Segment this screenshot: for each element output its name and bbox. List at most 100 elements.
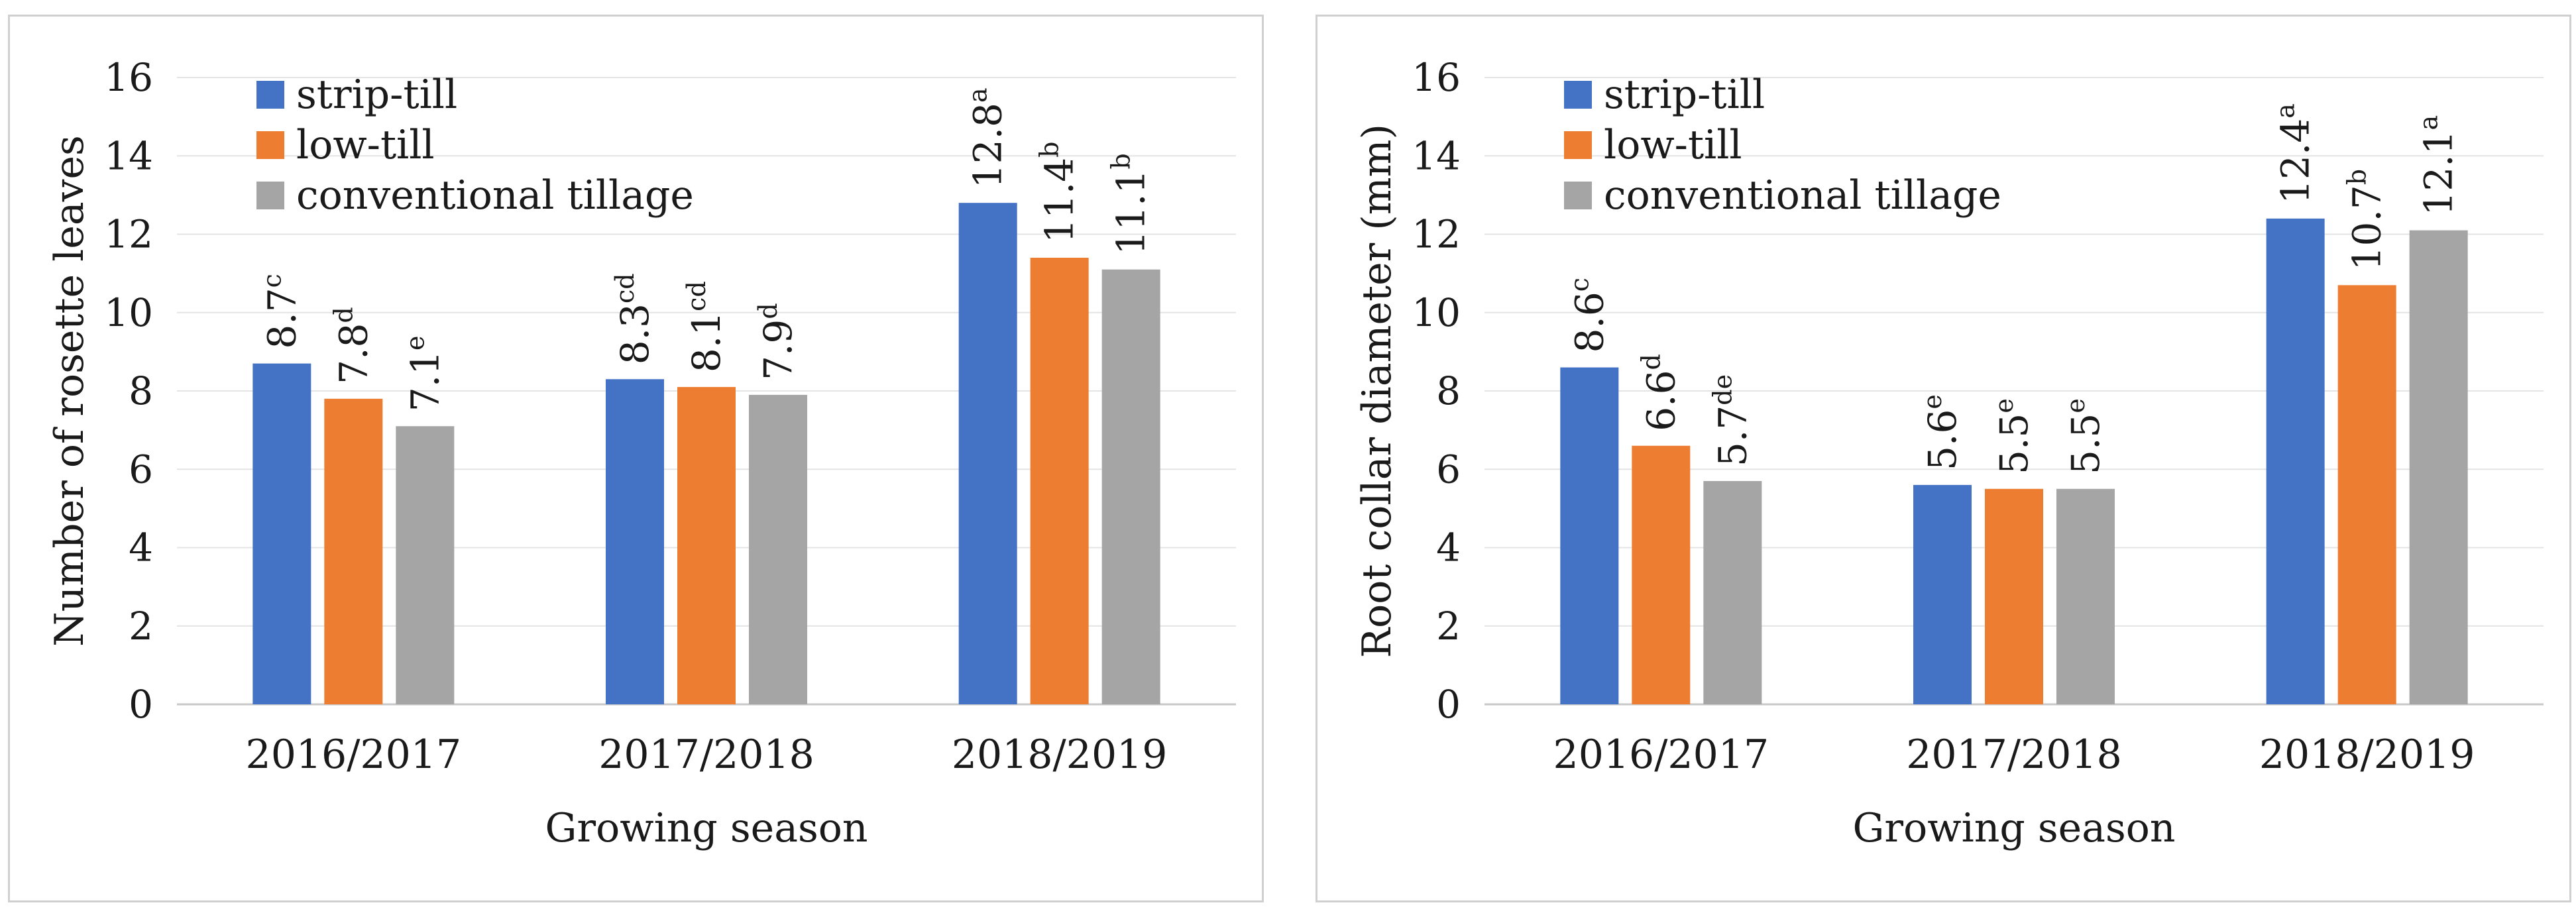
- data-label-value: 5.5: [1991, 413, 2037, 474]
- significance-letter: b: [2343, 169, 2372, 185]
- x-tick-label: 2018/2019: [2259, 731, 2475, 778]
- bar: [749, 394, 807, 704]
- chart-panel-rosette-leaves: 0 2 4 6 8 10 12 14 16 8.7c 7.8d 7.1e 2016/2017 8.3cd 8…: [8, 15, 1264, 902]
- significance-letter: cd: [682, 281, 711, 311]
- significance-letter: a: [2414, 115, 2443, 131]
- legend-swatch: [256, 182, 284, 209]
- data-label-value: 8.3: [612, 303, 657, 364]
- data-label: 5.5e: [2061, 398, 2108, 474]
- y-tick-label: 8: [129, 368, 153, 413]
- significance-letter: e: [2061, 398, 2090, 413]
- x-tick-label: 2018/2019: [952, 731, 1168, 778]
- legend-swatch: [256, 81, 284, 109]
- legend-label: strip-till: [296, 72, 457, 118]
- y-tick-label: 10: [1412, 290, 1461, 335]
- data-label-value: 8.6: [1567, 292, 1612, 352]
- y-tick-label: 0: [129, 682, 153, 727]
- bar: [252, 363, 311, 704]
- y-tick-label: 6: [1436, 447, 1461, 492]
- data-label-value: 8.1: [684, 311, 729, 372]
- legend-swatch: [1564, 81, 1592, 109]
- y-tick-label: 4: [1436, 525, 1461, 570]
- significance-letter: e: [400, 335, 429, 351]
- bar: [2409, 230, 2468, 704]
- data-label: 5.7de: [1708, 374, 1755, 466]
- chart-panel-root-collar-diameter: 0 2 4 6 8 10 12 14 16 8.6c 6.6d 5.7de 2016/2017 5.6e 5…: [1316, 15, 2571, 902]
- y-tick-label: 2: [1436, 604, 1461, 649]
- data-label-value: 5.5: [2063, 413, 2108, 474]
- legend-label: conventional tillage: [296, 172, 694, 219]
- x-tick-label: 2016/2017: [246, 731, 462, 778]
- significance-letter: b: [1107, 153, 1136, 169]
- data-label-value: 7.1: [402, 351, 447, 411]
- significance-letter: cd: [610, 273, 640, 303]
- legend-label: conventional tillage: [1604, 172, 2001, 219]
- significance-letter: de: [1708, 374, 1737, 405]
- data-label: 8.6c: [1565, 278, 1612, 353]
- x-axis-title: Growing season: [1852, 805, 2175, 851]
- bar: [1101, 269, 1160, 704]
- y-tick-label: 0: [1436, 682, 1461, 727]
- data-label: 7.9d: [754, 303, 801, 380]
- data-label: 11.1b: [1107, 153, 1154, 254]
- bar: [324, 398, 383, 704]
- data-label: 10.7b: [2343, 169, 2390, 270]
- data-label: 7.8d: [329, 307, 376, 384]
- bar: [677, 387, 736, 704]
- bar: [2056, 488, 2115, 704]
- y-tick-label: 14: [104, 133, 153, 178]
- bar: [1632, 445, 1691, 704]
- significance-letter: c: [1565, 278, 1594, 292]
- data-label-value: 6.6: [1638, 370, 1683, 431]
- data-label-value: 8.7: [259, 288, 304, 349]
- legend-label: low-till: [296, 122, 435, 168]
- data-label-value: 7.8: [331, 323, 376, 384]
- bar: [1703, 480, 1762, 704]
- bar: [1560, 367, 1619, 704]
- y-tick-label: 8: [1436, 368, 1461, 413]
- data-label: 5.6e: [1918, 394, 1965, 470]
- x-tick-label: 2016/2017: [1553, 731, 1769, 778]
- data-label-value: 11.1: [1109, 170, 1154, 255]
- significance-letter: a: [964, 87, 993, 103]
- bar: [1030, 257, 1089, 705]
- data-label: 12.4a: [2271, 103, 2318, 204]
- data-label: 8.1cd: [682, 281, 729, 372]
- legend-label: strip-till: [1604, 72, 1765, 118]
- bar: [2337, 285, 2396, 704]
- data-label: 8.7c: [257, 274, 304, 349]
- data-label: 12.1a: [2414, 115, 2461, 216]
- y-tick-label: 12: [1412, 212, 1461, 257]
- data-label-value: 5.7: [1710, 405, 1755, 466]
- bar: [1913, 484, 1972, 704]
- x-tick-label: 2017/2018: [1906, 731, 2122, 778]
- data-label: 6.6d: [1636, 354, 1683, 431]
- significance-letter: e: [1989, 398, 2019, 413]
- bar: [606, 379, 664, 704]
- legend-swatch: [256, 131, 284, 159]
- significance-letter: c: [257, 274, 286, 288]
- data-label: 12.8a: [964, 87, 1011, 188]
- bar: [1985, 488, 2043, 704]
- data-label-value: 12.1: [2416, 130, 2461, 215]
- legend-label: low-till: [1604, 122, 1742, 168]
- data-label-value: 7.9: [756, 319, 801, 380]
- significance-letter: b: [1035, 142, 1064, 158]
- y-tick-label: 6: [129, 447, 153, 492]
- data-label-value: 12.8: [966, 103, 1011, 188]
- data-label: 7.1e: [400, 335, 447, 411]
- data-label-value: 11.4: [1037, 158, 1082, 243]
- significance-letter: e: [1918, 394, 1947, 409]
- significance-letter: d: [754, 303, 783, 319]
- bar: [958, 203, 1017, 704]
- data-label-value: 5.6: [1920, 409, 1965, 470]
- chart-rosette-leaves: 02468101214168.7c7.8d7.1e2016/20178.3cd8…: [46, 55, 1236, 851]
- y-tick-label: 14: [1412, 133, 1461, 178]
- bar: [2266, 218, 2325, 705]
- y-tick-label: 2: [129, 604, 153, 649]
- data-label: 5.5e: [1989, 398, 2037, 474]
- data-label-value: 10.7: [2345, 185, 2390, 270]
- x-axis-title: Growing season: [545, 805, 868, 851]
